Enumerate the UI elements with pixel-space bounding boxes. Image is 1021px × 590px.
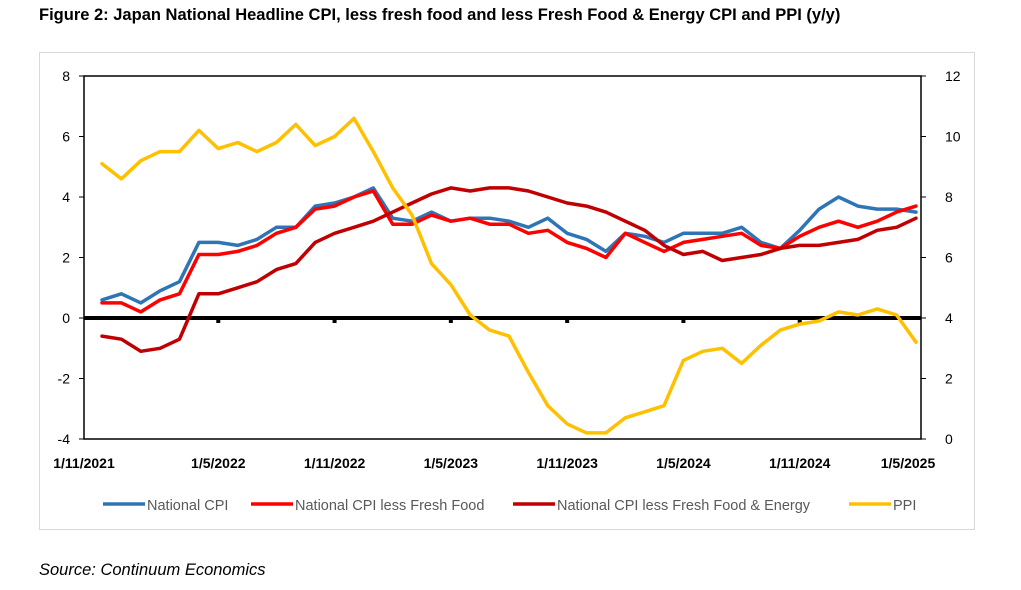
series-line-3 [100, 186, 918, 354]
x-tick-label: 1/5/2024 [656, 455, 711, 471]
x-tick-label: 1/5/2025 [881, 455, 936, 471]
x-tick-label: 1/5/2023 [424, 455, 479, 471]
x-tick-mark [448, 317, 453, 323]
line-chart: -4 -2 0 2 4 6 8 0 2 4 6 8 10 12 1/11/2021 1/5/2022 1/11/… [53, 68, 961, 514]
x-tick-mark [797, 317, 802, 323]
y-right-tick-label: 8 [945, 189, 953, 205]
y-right-tick-label: 0 [945, 431, 953, 447]
x-tick-mark [565, 317, 570, 323]
x-tick-label: 1/11/2022 [304, 455, 366, 471]
y-left-tick-label: 4 [62, 189, 70, 205]
y-right-tick-label: 2 [945, 371, 953, 387]
y-left-tick-label: 6 [62, 129, 70, 145]
y-left-tick-label: -2 [58, 371, 71, 387]
x-tick-label: 1/11/2023 [536, 455, 598, 471]
legend-label-1: National CPI [147, 498, 228, 514]
y-left-tick-label: 8 [62, 68, 70, 84]
y-left-tick-label: 2 [62, 250, 70, 266]
y-right-tick-label: 12 [945, 68, 961, 84]
x-tick-label: 1/11/2024 [769, 455, 831, 471]
x-tick-mark [216, 317, 221, 323]
y-left-tick-label: 0 [62, 310, 70, 326]
y-left-tick-label: -4 [58, 431, 71, 447]
x-tick-mark [681, 317, 686, 323]
legend-label-4: PPI [893, 498, 916, 514]
y-right-tick-label: 10 [945, 129, 961, 145]
chart-area: -4 -2 0 2 4 6 8 0 2 4 6 8 10 12 1/11/2021 1/5/2022 1/11/… [39, 52, 975, 530]
figure-title: Figure 2: Japan National Headline CPI, l… [39, 6, 841, 24]
y-right-tick-label: 4 [945, 310, 953, 326]
plot-border [83, 75, 922, 440]
legend-label-3: National CPI less Fresh Food & Energy [557, 498, 811, 514]
legend-label-2: National CPI less Fresh Food [295, 498, 484, 514]
y-right-tick-label: 6 [945, 250, 953, 266]
x-tick-label: 1/5/2022 [191, 455, 246, 471]
series-line-4 [100, 116, 918, 435]
x-tick-label: 1/11/2021 [53, 455, 115, 471]
source-note: Source: Continuum Economics [39, 561, 266, 579]
x-tick-mark [332, 317, 337, 323]
